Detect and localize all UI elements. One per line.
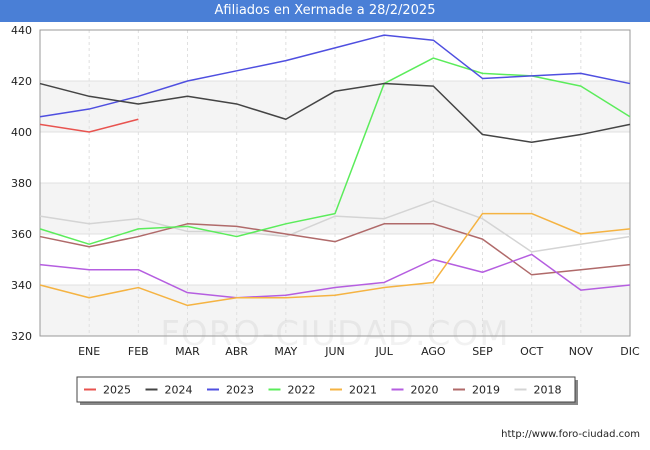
y-tick-label: 340: [11, 279, 32, 292]
legend-label-2020: 2020: [411, 384, 439, 397]
y-tick-label: 400: [11, 126, 32, 139]
background-bands: [40, 81, 630, 336]
x-tick-label: AGO: [421, 345, 446, 358]
y-tick-label: 320: [11, 330, 32, 343]
legend-label-2022: 2022: [288, 384, 316, 397]
series-line-2020: [39, 253, 631, 299]
legend-label-2024: 2024: [165, 384, 193, 397]
x-tick-label: OCT: [520, 345, 543, 358]
x-tick-label: FEB: [128, 345, 149, 358]
legend-label-2023: 2023: [226, 384, 254, 397]
series-line-2023: [39, 34, 631, 118]
line-chart: FORO-CIUDAD.COM 320 340 360 380 400 420 440 EN…: [11, 24, 640, 405]
footer-url: http://www.foro-ciudad.com: [501, 429, 640, 440]
x-tick-label: SEP: [472, 345, 493, 358]
band: [40, 285, 630, 336]
chart-title: Afiliados en Xermade a 28/2/2025: [0, 0, 650, 22]
x-axis-ticks: ENE FEB MAR ABR MAY JUN JUL AGO SEP OCT NOV DIC: [78, 345, 640, 358]
legend-label-2021: 2021: [349, 384, 377, 397]
series-line-2024: [39, 82, 631, 143]
legend-box: [76, 376, 576, 403]
y-tick-label: 360: [11, 228, 32, 241]
y-tick-label: 420: [11, 75, 32, 88]
plot-frame: [39, 29, 631, 337]
x-tick-label: JUL: [374, 345, 393, 358]
series-line-2018: [39, 200, 631, 253]
watermark-text: FORO-CIUDAD.COM: [160, 314, 509, 354]
band: [40, 183, 630, 234]
x-tick-label: JUN: [324, 345, 345, 358]
x-tick-label: DIC: [620, 345, 640, 358]
y-tick-label: 440: [11, 24, 32, 37]
legend-label-2025: 2025: [103, 384, 131, 397]
y-axis-ticks: 320 340 360 380 400 420 440: [11, 24, 32, 343]
y-tick-label: 380: [11, 177, 32, 190]
series-line-2021: [39, 212, 631, 307]
series-line-2019: [39, 223, 631, 276]
series-lines: [39, 34, 631, 307]
legend-label-2018: 2018: [534, 384, 562, 397]
x-tick-label: ENE: [78, 345, 100, 358]
band: [40, 81, 630, 132]
legend: 2025 2024 2023 2022 2021 2020 2019 2018: [76, 376, 578, 405]
x-tick-label: NOV: [569, 345, 594, 358]
x-tick-label: MAY: [274, 345, 297, 358]
legend-label-2019: 2019: [472, 384, 500, 397]
x-tick-label: ABR: [225, 345, 248, 358]
x-tick-label: MAR: [175, 345, 200, 358]
series-line-2025: [39, 118, 139, 133]
